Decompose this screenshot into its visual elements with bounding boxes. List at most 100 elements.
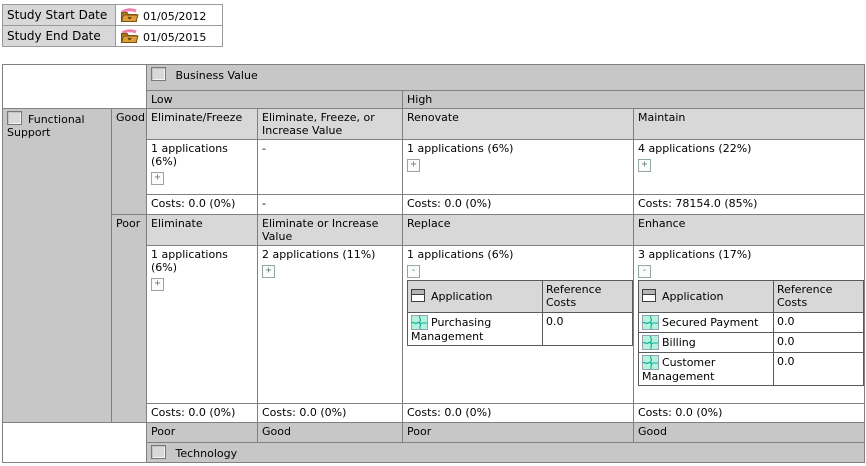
table-icon[interactable] xyxy=(642,289,656,302)
technology-axis-row: Technology xyxy=(3,442,866,463)
study-end-date-row: Study End Date 01/05/2015 xyxy=(2,25,223,47)
functional-support-checkbox-icon[interactable] xyxy=(7,111,22,125)
business-value-low-label: Low xyxy=(146,90,403,109)
application-column-header: Application xyxy=(638,279,774,313)
poor-row-quadrant-titles: Poor Eliminate Eliminate or Increase Val… xyxy=(3,214,866,423)
quadrant-cell-maintain: 4 applications (22%) + xyxy=(632,139,866,195)
collapse-toggle-icon[interactable]: - xyxy=(638,264,651,278)
poor-row-data-cells: 1 applications (6%) + 2 applications (11… xyxy=(3,245,866,404)
application-column-label: Application xyxy=(431,290,493,303)
applications-count: 1 applications (6%) xyxy=(151,142,228,168)
reference-costs-cell: 0.0 xyxy=(773,351,864,386)
costs-replace: Costs: 0.0 (0%) xyxy=(402,403,634,423)
reference-costs-column-header: Reference Costs xyxy=(542,279,633,313)
table-icon[interactable] xyxy=(411,289,425,302)
reference-costs-cell: 0.0 xyxy=(773,311,864,333)
costs-eliminate-freeze: Costs: 0.0 (0%) xyxy=(146,194,258,215)
quadrant-title-enhance: Enhance xyxy=(632,214,866,246)
technology-axis-label: Technology xyxy=(175,447,238,460)
functional-support-poor-label: Poor xyxy=(111,214,147,423)
functional-support-axis-header: Functional Support xyxy=(2,108,112,423)
technology-level-label: Poor xyxy=(402,422,634,443)
study-start-date-value: 01/05/2012 xyxy=(143,10,207,23)
quadrant-cell-eliminate-freeze-increase: - xyxy=(257,139,403,195)
technology-level-label: Good xyxy=(257,422,403,443)
quadrant-title-eliminate-freeze-increase: Eliminate, Freeze, or Increase Value xyxy=(257,108,403,140)
business-value-checkbox-icon[interactable] xyxy=(151,67,166,81)
applications-count: 4 applications (22%) xyxy=(638,142,752,155)
applications-table-header-row: Application Reference Costs xyxy=(638,279,864,313)
study-end-date-label: Study End Date xyxy=(2,25,116,47)
application-column-header: Application xyxy=(407,279,543,313)
application-column-label: Application xyxy=(662,290,724,303)
expand-toggle-icon[interactable]: + xyxy=(151,171,164,185)
application-row: Secured Payment 0.0 xyxy=(638,311,864,333)
technology-level-label: Good xyxy=(632,422,866,443)
application-puzzle-icon xyxy=(642,314,659,330)
applications-count: 1 applications (6%) xyxy=(407,248,514,261)
quadrant-title-eliminate-freeze: Eliminate/Freeze xyxy=(146,108,258,140)
business-value-axis-header: Business Value xyxy=(145,64,866,91)
application-name: Customer Management xyxy=(642,355,716,383)
matrix-corner-cell xyxy=(2,64,147,109)
quadrant-cell-eliminate: 1 applications (6%) + xyxy=(146,245,258,404)
study-dates-table: Study Start Date 01/05/2012 Study End Da… xyxy=(2,4,223,47)
study-end-date-value: 01/05/2015 xyxy=(143,31,207,44)
quadrant-cell-enhance: 3 applications (17%) - Application Refer… xyxy=(632,245,866,404)
expand-toggle-icon[interactable]: + xyxy=(262,264,275,278)
business-value-axis-label: Business Value xyxy=(175,69,258,82)
matrix-bottom-corner-cell xyxy=(2,422,147,463)
functional-support-axis-label: Functional Support xyxy=(7,113,85,139)
business-value-levels-row: Low High xyxy=(3,90,866,109)
quadrant-title-maintain: Maintain xyxy=(632,108,866,140)
open-folder-icon[interactable] xyxy=(119,28,139,44)
application-name-cell[interactable]: Billing xyxy=(638,331,774,353)
reference-costs-column-header: Reference Costs xyxy=(773,279,864,313)
collapse-toggle-icon[interactable]: - xyxy=(407,264,420,278)
costs-renovate: Costs: 0.0 (0%) xyxy=(402,194,634,215)
application-name: Purchasing Management xyxy=(411,315,492,343)
application-puzzle-icon xyxy=(411,314,428,330)
costs-eliminate-freeze-increase: - xyxy=(257,194,403,215)
quadrant-cell-renovate: 1 applications (6%) + xyxy=(402,139,634,195)
application-name-cell[interactable]: Customer Management xyxy=(638,351,774,386)
applications-count: 1 applications (6%) xyxy=(151,248,228,274)
study-end-date-cell: 01/05/2015 xyxy=(115,25,223,47)
expand-toggle-icon[interactable]: + xyxy=(151,277,164,291)
good-row-data-cells: 1 applications (6%) + - 1 applications (… xyxy=(3,139,866,195)
applications-table: Application Reference Costs Secured Paym… xyxy=(638,279,864,386)
applications-count: - xyxy=(262,142,266,155)
quadrant-title-eliminate-increase: Eliminate or Increase Value xyxy=(257,214,403,246)
reference-costs-cell: 0.0 xyxy=(773,331,864,353)
study-start-date-label: Study Start Date xyxy=(2,4,116,26)
costs-maintain: Costs: 78154.0 (85%) xyxy=(632,194,866,215)
application-row: Billing 0.0 xyxy=(638,331,864,353)
technology-checkbox-icon[interactable] xyxy=(151,445,166,459)
application-puzzle-icon xyxy=(642,334,659,350)
applications-count: 2 applications (11%) xyxy=(262,248,376,261)
technology-level-label: Poor xyxy=(146,422,258,443)
application-row: Customer Management 0.0 xyxy=(638,351,864,386)
technology-levels-row: Poor Good Poor Good xyxy=(2,422,866,463)
applications-count: 1 applications (6%) xyxy=(407,142,514,155)
application-name-cell[interactable]: Purchasing Management xyxy=(407,311,543,346)
application-name-cell[interactable]: Secured Payment xyxy=(638,311,774,333)
applications-table: Application Reference Costs Purchasing M… xyxy=(407,279,633,346)
application-name: Billing xyxy=(662,335,696,349)
applications-count: 3 applications (17%) xyxy=(638,248,752,261)
application-row: Purchasing Management 0.0 xyxy=(407,311,633,346)
quadrant-cell-eliminate-freeze: 1 applications (6%) + xyxy=(146,139,258,195)
application-puzzle-icon xyxy=(642,354,659,370)
study-start-date-row: Study Start Date 01/05/2012 xyxy=(2,4,223,26)
study-start-date-cell: 01/05/2012 xyxy=(115,4,223,26)
functional-support-good-label: Good xyxy=(111,108,147,215)
technology-axis-header: Technology xyxy=(145,442,866,463)
costs-eliminate-increase: Costs: 0.0 (0%) xyxy=(257,403,403,423)
business-value-header-row: Business Value xyxy=(2,64,866,109)
quadrant-title-eliminate: Eliminate xyxy=(146,214,258,246)
expand-toggle-icon[interactable]: + xyxy=(638,158,651,172)
portfolio-matrix-table: Business Value Low High Functional Suppo… xyxy=(2,64,866,463)
open-folder-icon[interactable] xyxy=(119,7,139,23)
expand-toggle-icon[interactable]: + xyxy=(407,158,420,172)
